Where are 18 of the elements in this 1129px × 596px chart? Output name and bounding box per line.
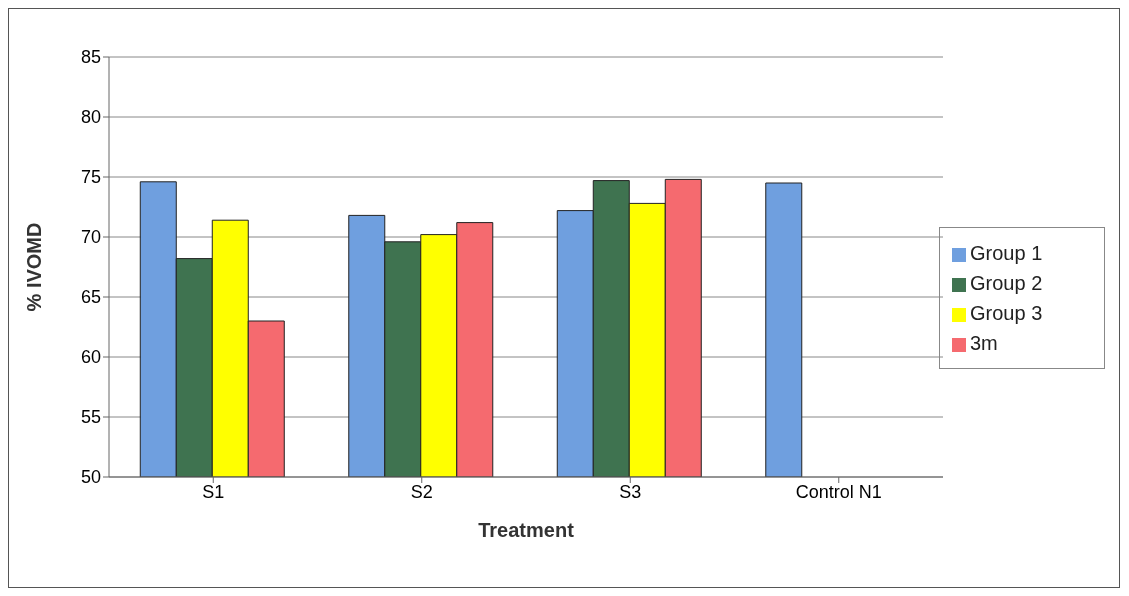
y-tick-label: 70 (80, 227, 101, 248)
y-tick-label: 60 (80, 347, 101, 368)
y-tick-label: 80 (80, 107, 101, 128)
legend-label: Group 1 (970, 242, 1043, 264)
y-tick-label: 75 (80, 167, 101, 188)
y-tick-label: 85 (80, 47, 101, 68)
x-tick-label: Control N1 (795, 481, 882, 502)
legend-label: Group 2 (970, 272, 1043, 294)
y-tick-label: 55 (80, 407, 101, 428)
x-tick-label: S2 (410, 481, 433, 502)
x-tick-label: S1 (202, 481, 225, 502)
y-tick-label: 50 (80, 467, 101, 488)
x-axis-title: Treatment (478, 519, 575, 541)
y-axis-title: % IVOMD (23, 222, 46, 312)
legend-label: Group 3 (970, 302, 1043, 324)
y-tick-label: 65 (80, 287, 101, 308)
x-tick-label: S3 (619, 481, 642, 502)
legend-label: 3m (970, 332, 998, 354)
